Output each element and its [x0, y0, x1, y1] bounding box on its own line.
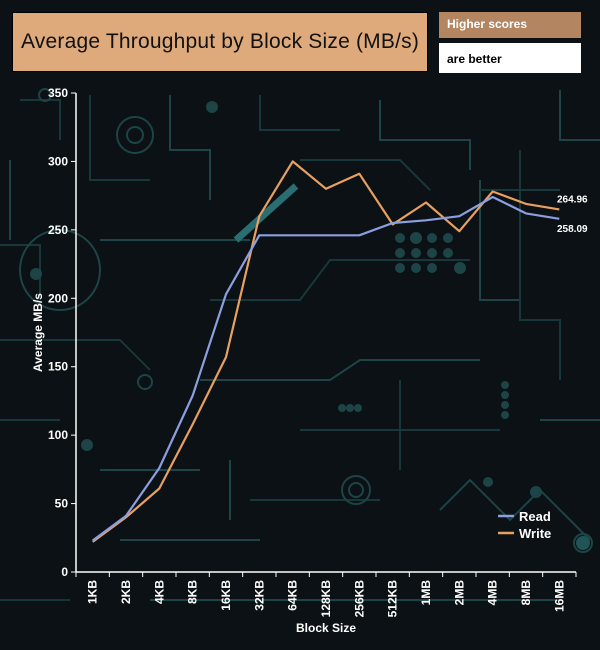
x-tick-label: 2MB: [452, 580, 466, 606]
chart-title-box: Average Throughput by Block Size (MB/s): [12, 12, 428, 72]
chart-series: [92, 160, 560, 543]
circuit-node: [530, 486, 542, 498]
x-tick-label: 512KB: [386, 580, 400, 618]
circuit-trace: [479, 180, 520, 301]
chart-legend: Read Write: [498, 509, 551, 541]
circuit-node: [126, 126, 144, 144]
circuit-node: [427, 248, 437, 258]
x-tick-label: 4KB: [152, 580, 166, 604]
circuit-node: [501, 381, 509, 389]
circuit-node: [395, 233, 405, 243]
circuit-node: [576, 536, 590, 550]
circuit-node: [38, 88, 52, 102]
circuit-node: [338, 404, 346, 412]
circuit-trace: [169, 95, 211, 200]
x-tick-label: 32KB: [252, 580, 266, 611]
y-tick-label: 150: [48, 360, 68, 374]
are-better-note: are better: [439, 43, 581, 73]
y-tick-label: 250: [48, 223, 68, 237]
y-tick-label: 300: [48, 154, 68, 168]
x-tick-label: 64KB: [286, 580, 300, 611]
x-axis-label: Block Size: [296, 621, 356, 635]
circuit-node: [116, 116, 154, 154]
chart-title: Average Throughput by Block Size (MB/s): [20, 30, 420, 53]
read-end-value-label: 258.09: [557, 224, 588, 235]
x-tick-label: 4MB: [486, 580, 500, 606]
circuit-node: [427, 263, 437, 273]
circuit-node: [501, 391, 509, 399]
circuit-node: [30, 268, 42, 280]
y-tick-label: 100: [48, 428, 68, 442]
circuit-trace: [233, 183, 299, 243]
write-end-value-label: 264.96: [557, 194, 588, 205]
circuit-trace: [200, 359, 480, 381]
circuit-node: [395, 263, 405, 273]
x-tick-label: 2KB: [119, 580, 133, 604]
circuit-node: [346, 404, 354, 412]
circuit-trace: [0, 339, 151, 371]
x-tick-label: 8MB: [519, 580, 533, 606]
circuit-node: [443, 233, 453, 243]
x-tick-label: 16MB: [552, 580, 566, 612]
circuit-trace: [519, 150, 561, 380]
chart-labels: Block Size Average MB/s 264.96 258.09: [31, 194, 588, 635]
circuit-node: [19, 229, 101, 311]
circuit-node: [411, 263, 421, 273]
y-tick-label: 50: [55, 497, 69, 511]
circuit-trace: [300, 159, 431, 191]
circuit-trace: [259, 95, 340, 131]
x-tick-label: 1MB: [419, 580, 433, 606]
y-tick-label: 200: [48, 291, 68, 305]
chart-ticks: 0 50 100 150 200 250 300 350 1KB 2KB 4KB 8KB 16KB 32K…: [48, 86, 577, 618]
circuit-trace: [20, 99, 61, 140]
y-tick-label: 350: [48, 86, 68, 100]
circuit-node: [501, 401, 509, 409]
circuit-node: [341, 475, 371, 505]
x-tick-label: 8KB: [186, 580, 200, 604]
circuit-trace: [439, 478, 591, 541]
circuit-node: [443, 248, 453, 258]
legend-read-label: Read: [519, 509, 551, 524]
circuit-background: [0, 88, 600, 601]
series-line-read: [92, 195, 560, 542]
higher-scores-note: Higher scores: [439, 12, 581, 38]
x-tick-label: 16KB: [219, 580, 233, 611]
y-tick-label: 0: [61, 565, 68, 579]
circuit-trace: [89, 95, 150, 181]
circuit-trace: [210, 259, 470, 301]
x-tick-label: 128KB: [319, 580, 333, 618]
circuit-node: [410, 232, 422, 244]
y-axis-label: Average MB/s: [31, 293, 45, 372]
circuit-node: [395, 248, 405, 258]
circuit-node: [137, 374, 153, 390]
circuit-node: [348, 482, 364, 498]
x-tick-label: 256KB: [352, 580, 366, 618]
circuit-trace: [379, 100, 471, 170]
circuit-node: [354, 404, 362, 412]
circuit-node: [206, 101, 218, 113]
circuit-node: [501, 411, 509, 419]
circuit-node: [81, 439, 93, 451]
circuit-trace: [559, 90, 600, 141]
chart-axes: [75, 93, 576, 573]
circuit-node: [483, 477, 493, 487]
x-tick-label: 1KB: [86, 580, 100, 604]
circuit-node: [427, 233, 437, 243]
legend-write-label: Write: [519, 526, 551, 541]
circuit-node: [573, 533, 593, 553]
circuit-trace: [0, 244, 41, 300]
circuit-node: [454, 262, 466, 274]
circuit-node: [411, 248, 421, 258]
